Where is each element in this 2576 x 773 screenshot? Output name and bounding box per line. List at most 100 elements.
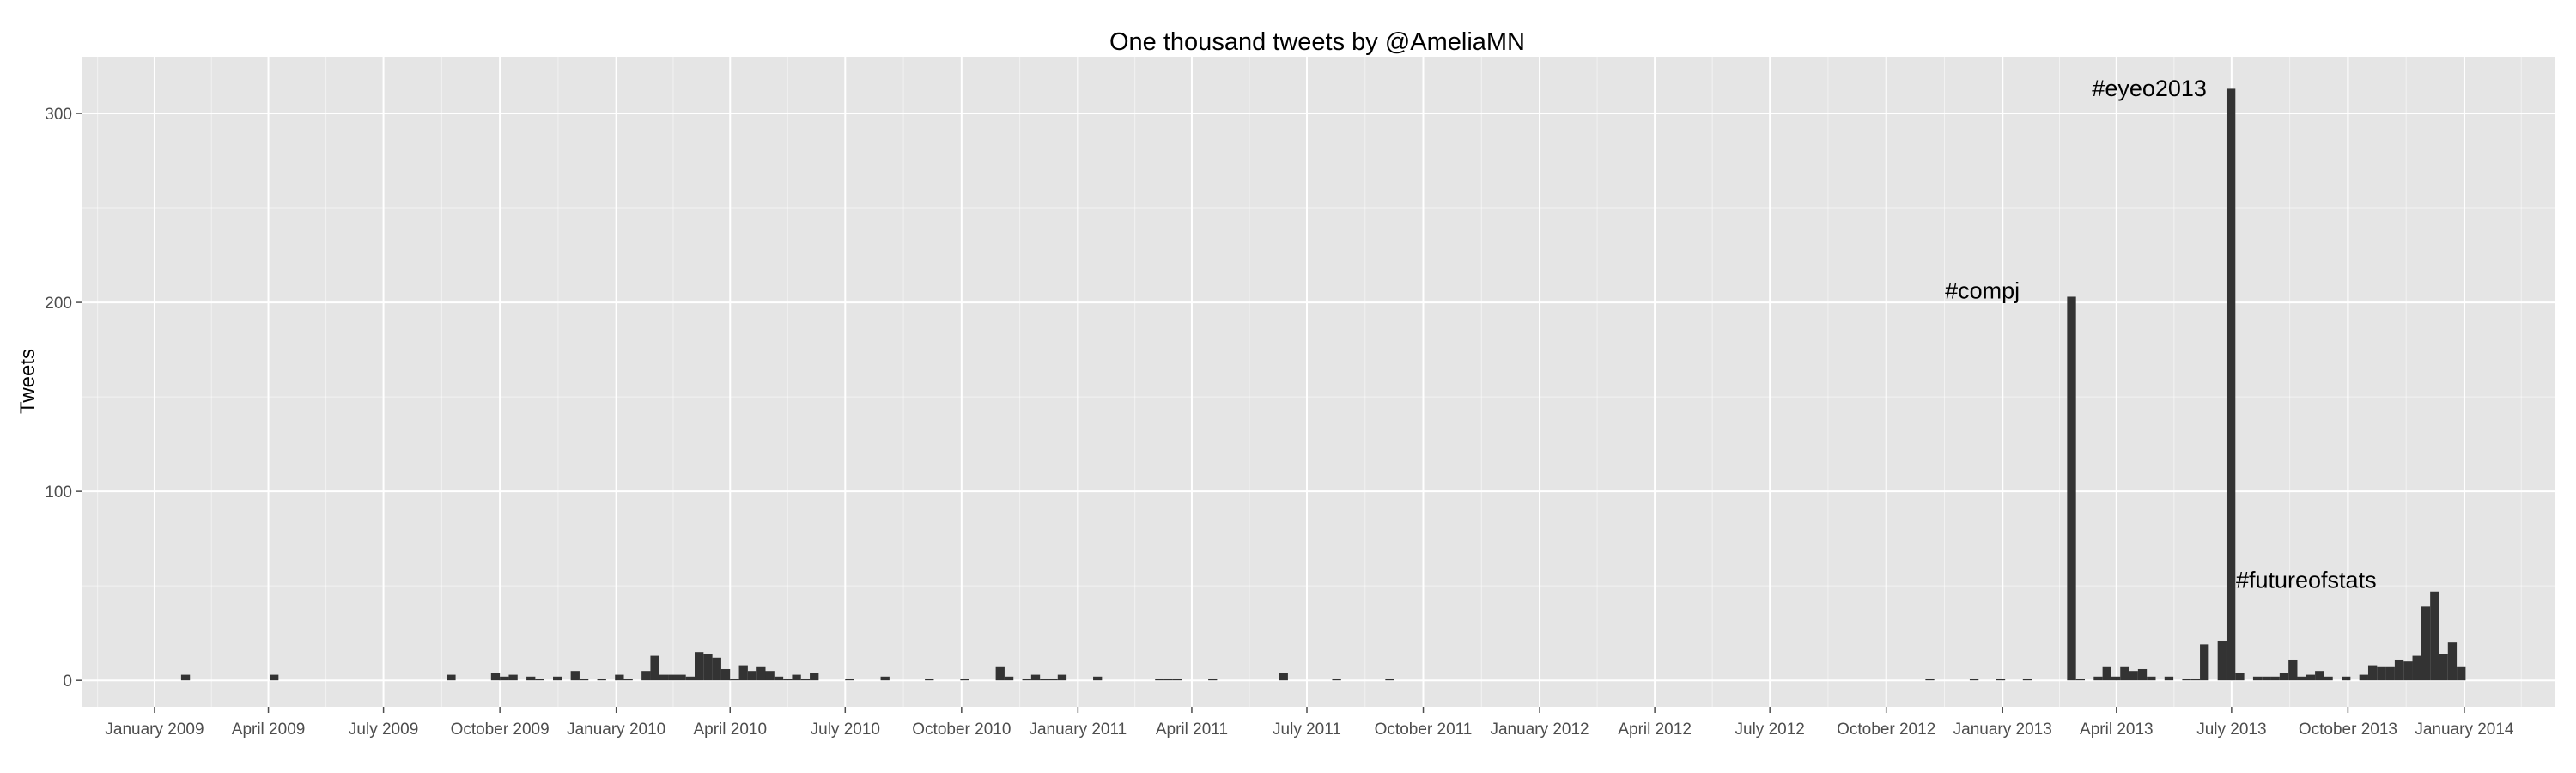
- bar: [1004, 676, 1014, 681]
- x-tick-label: July 2012: [1735, 721, 1805, 739]
- annotation-label: #futureofstats: [2236, 567, 2377, 593]
- bar: [2288, 659, 2298, 681]
- bar: [2359, 674, 2368, 681]
- y-tick-label: 0: [63, 673, 72, 691]
- x-tick-label: July 2011: [1273, 721, 1341, 739]
- bar: [960, 678, 969, 681]
- bar: [747, 671, 757, 681]
- bar: [2385, 666, 2395, 681]
- bar: [2324, 676, 2333, 681]
- bar: [695, 652, 704, 681]
- bar: [2377, 666, 2386, 681]
- bar: [659, 674, 669, 681]
- bar: [553, 676, 562, 681]
- bar: [765, 671, 775, 681]
- bar: [738, 665, 748, 681]
- bar: [810, 673, 819, 681]
- bar: [774, 676, 784, 681]
- bar: [1163, 678, 1173, 681]
- bar: [792, 674, 801, 681]
- x-tick-label: January 2010: [567, 721, 665, 739]
- bar: [1279, 673, 1288, 681]
- bar: [1030, 674, 1041, 681]
- bar: [2067, 296, 2076, 681]
- y-tick-label: 200: [45, 295, 72, 313]
- bar: [2342, 676, 2351, 681]
- bar: [641, 671, 651, 681]
- bar: [1969, 678, 1979, 681]
- bar: [730, 678, 739, 681]
- bar: [2457, 666, 2466, 681]
- x-tick-label: April 2010: [693, 721, 767, 739]
- annotations: #compj #eyeo2013 #futureofstats: [1945, 76, 2376, 593]
- bar: [720, 668, 731, 681]
- x-tick-label: April 2009: [232, 721, 306, 739]
- bar: [2297, 676, 2306, 681]
- bar: [2164, 676, 2174, 681]
- bar: [2093, 676, 2103, 681]
- plot-panel: [82, 57, 2555, 707]
- bar: [2447, 642, 2458, 681]
- bar: [1172, 678, 1182, 681]
- bar: [845, 678, 854, 681]
- x-tick-label: January 2014: [2415, 721, 2514, 739]
- bar: [1996, 678, 2006, 681]
- bar: [1048, 678, 1058, 681]
- x-tick-label: October 2011: [1375, 721, 1473, 739]
- bar: [925, 678, 934, 681]
- bar: [2190, 678, 2201, 681]
- bar: [2315, 671, 2324, 681]
- bar: [685, 676, 696, 681]
- bar: [1022, 678, 1031, 681]
- bar: [508, 674, 518, 681]
- x-tick-label: October 2013: [2299, 721, 2397, 739]
- y-axis: 0 100 200 300: [45, 106, 82, 691]
- bar: [650, 655, 659, 681]
- x-tick-label: April 2013: [2080, 721, 2154, 739]
- bar: [2367, 665, 2378, 681]
- bar: [570, 671, 580, 681]
- y-axis-title: Tweets: [16, 349, 39, 414]
- annotation-label: #eyeo2013: [2092, 76, 2207, 101]
- bars: [180, 88, 2466, 681]
- bar: [2226, 88, 2236, 681]
- bar: [597, 678, 606, 681]
- bar: [2279, 673, 2289, 681]
- bar: [1385, 678, 1394, 681]
- bar: [2270, 676, 2280, 681]
- bar: [2439, 654, 2448, 681]
- bar: [880, 676, 890, 681]
- bar: [703, 654, 713, 681]
- x-tick-label: July 2010: [811, 721, 880, 739]
- bar: [2252, 676, 2263, 681]
- bar: [1040, 678, 1049, 681]
- bar: [756, 666, 766, 681]
- x-tick-label: January 2012: [1490, 721, 1589, 739]
- bar: [447, 674, 456, 681]
- y-tick-label: 100: [45, 484, 72, 502]
- x-tick-label: January 2013: [1953, 721, 2052, 739]
- x-axis: January 2009 April 2009 July 2009 October 2…: [105, 707, 2514, 739]
- bar: [2111, 676, 2121, 681]
- x-tick-label: October 2010: [912, 721, 1011, 739]
- annotation-label: #compj: [1945, 278, 2020, 304]
- bar: [180, 674, 191, 681]
- bar: [2262, 676, 2271, 681]
- bar: [1925, 678, 1935, 681]
- x-tick-label: January 2009: [105, 721, 204, 739]
- major-gridlines: [82, 57, 2555, 707]
- bar: [623, 678, 633, 681]
- bar: [490, 673, 501, 681]
- bar: [2430, 591, 2439, 681]
- bar: [712, 657, 721, 681]
- bar: [615, 674, 624, 681]
- bar: [2075, 678, 2085, 681]
- bar: [2022, 678, 2032, 681]
- bar: [677, 674, 686, 681]
- bar: [1332, 678, 1341, 681]
- bar: [2403, 661, 2413, 681]
- bar: [579, 678, 589, 681]
- bar: [995, 666, 1005, 681]
- bar: [2137, 668, 2148, 681]
